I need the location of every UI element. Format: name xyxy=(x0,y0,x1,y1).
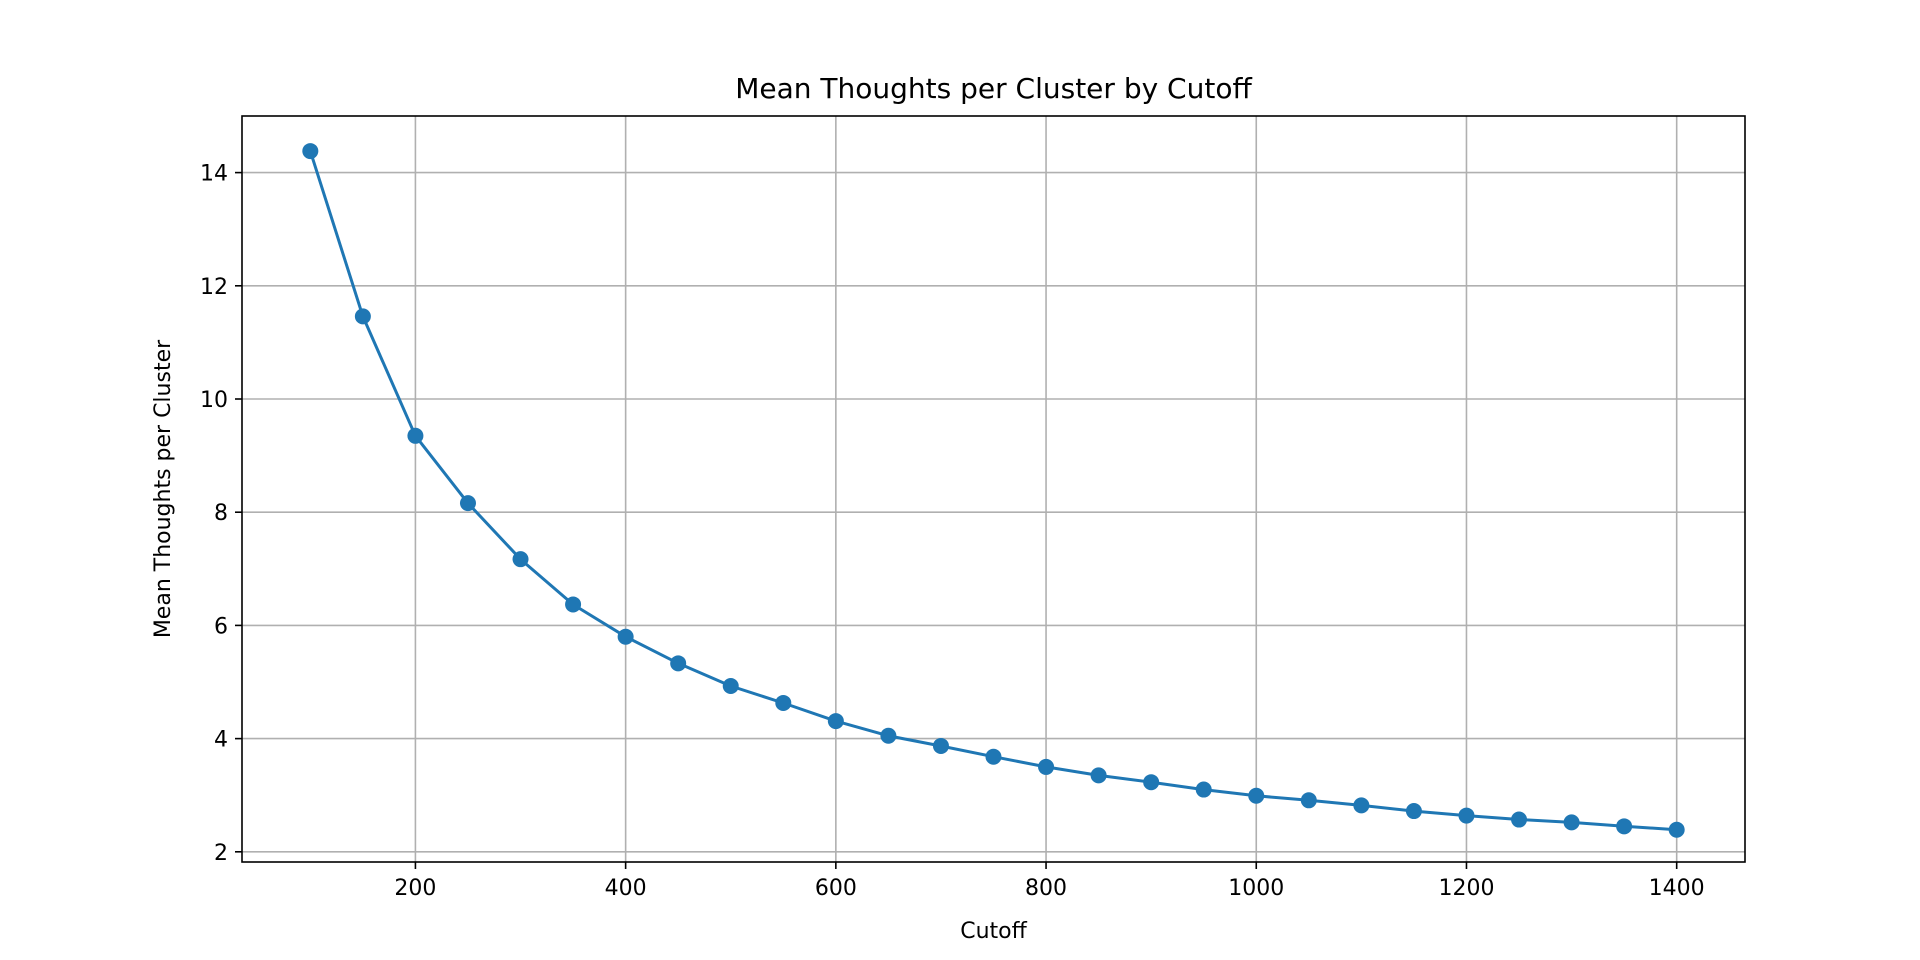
data-point xyxy=(827,713,844,730)
data-point xyxy=(512,551,529,568)
x-tick-label: 200 xyxy=(394,876,436,901)
data-point xyxy=(302,143,319,160)
data-point xyxy=(1405,803,1422,820)
y-tick-label: 2 xyxy=(214,841,228,866)
y-tick-label: 8 xyxy=(214,501,228,526)
data-point xyxy=(1458,807,1475,824)
data-point xyxy=(1616,818,1633,835)
y-tick-label: 6 xyxy=(214,614,228,639)
y-tick-label: 10 xyxy=(200,388,228,413)
data-point xyxy=(617,628,634,645)
data-point xyxy=(1038,758,1055,775)
data-point xyxy=(1143,774,1160,791)
data-point xyxy=(459,495,476,512)
data-point xyxy=(1195,781,1212,798)
data-point xyxy=(722,677,739,694)
x-tick-label: 1000 xyxy=(1228,876,1284,901)
data-point xyxy=(1668,821,1685,838)
data-point xyxy=(880,727,897,744)
data-point xyxy=(1248,787,1265,804)
data-point xyxy=(1300,792,1317,809)
data-point xyxy=(1511,811,1528,828)
data-point xyxy=(670,655,687,672)
y-tick-label: 4 xyxy=(214,728,228,753)
y-tick-label: 14 xyxy=(200,162,228,187)
x-tick-label: 1200 xyxy=(1438,876,1494,901)
data-point xyxy=(565,596,582,613)
x-tick-label: 1400 xyxy=(1649,876,1705,901)
series-layer xyxy=(302,143,1685,838)
ticks: 200 400 600 800 1000 1200 1400 2 4 6 8 10 12 14 xyxy=(200,162,1705,901)
y-tick-label: 12 xyxy=(200,275,228,300)
data-point xyxy=(1090,767,1107,784)
data-point xyxy=(1563,814,1580,831)
data-point xyxy=(1353,797,1370,814)
x-axis-label: Cutoff xyxy=(960,919,1027,944)
grid xyxy=(242,116,1745,862)
data-point xyxy=(775,694,792,711)
data-point xyxy=(985,748,1002,765)
x-tick-label: 600 xyxy=(815,876,857,901)
chart-title: Mean Thoughts per Cluster by Cutoff xyxy=(735,72,1252,105)
plot-frame xyxy=(241,115,1746,863)
data-point xyxy=(932,737,949,754)
x-tick-label: 400 xyxy=(605,876,647,901)
y-axis-label: Mean Thoughts per Cluster xyxy=(151,339,176,638)
data-point xyxy=(354,308,371,325)
data-point xyxy=(407,427,424,444)
x-tick-label: 800 xyxy=(1025,876,1067,901)
